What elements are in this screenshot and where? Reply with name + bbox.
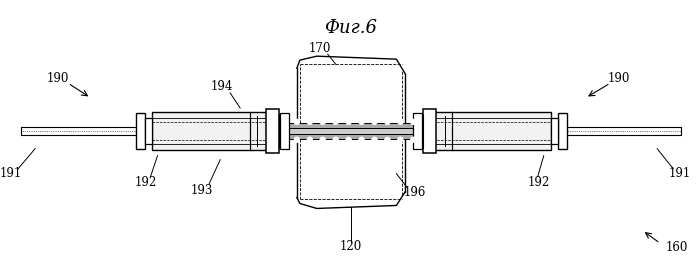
Bar (558, 113, 567, 149)
Bar (152, 112, 269, 150)
Circle shape (333, 119, 338, 125)
Bar (266, 109, 279, 153)
Bar (417, 114, 424, 148)
Bar (285, 128, 417, 134)
Circle shape (372, 137, 377, 143)
Text: 192: 192 (134, 176, 157, 189)
Bar (433, 112, 551, 150)
Text: 192: 192 (528, 176, 550, 189)
Text: 120: 120 (340, 240, 362, 253)
Circle shape (320, 137, 326, 143)
Bar (285, 123, 417, 128)
Circle shape (372, 119, 377, 125)
Bar (285, 134, 417, 139)
Text: 190: 190 (47, 72, 69, 84)
Circle shape (294, 119, 300, 125)
Text: 170: 170 (308, 42, 331, 55)
Text: 191: 191 (669, 167, 691, 180)
Circle shape (359, 137, 364, 143)
Text: 160: 160 (665, 241, 688, 254)
Circle shape (410, 137, 416, 143)
Bar (563, 127, 681, 135)
Circle shape (307, 119, 312, 125)
Bar (136, 113, 145, 149)
Circle shape (384, 119, 390, 125)
Circle shape (410, 119, 416, 125)
Text: Фиг.6: Фиг.6 (324, 19, 377, 37)
Text: 191: 191 (0, 167, 22, 180)
Text: 193: 193 (191, 184, 213, 197)
Circle shape (333, 137, 338, 143)
Bar (424, 109, 436, 153)
Circle shape (307, 137, 312, 143)
Circle shape (320, 119, 326, 125)
Bar (145, 118, 152, 144)
Circle shape (398, 137, 403, 143)
Circle shape (398, 119, 403, 125)
Text: 190: 190 (607, 72, 630, 84)
Bar (280, 113, 289, 149)
Circle shape (346, 137, 352, 143)
Bar (413, 113, 422, 149)
Circle shape (346, 119, 352, 125)
Bar (21, 127, 138, 135)
Circle shape (359, 119, 364, 125)
Circle shape (384, 137, 390, 143)
Circle shape (294, 137, 300, 143)
Bar (279, 114, 285, 148)
Text: 194: 194 (211, 80, 233, 92)
Bar (551, 118, 558, 144)
Text: 196: 196 (403, 186, 426, 199)
